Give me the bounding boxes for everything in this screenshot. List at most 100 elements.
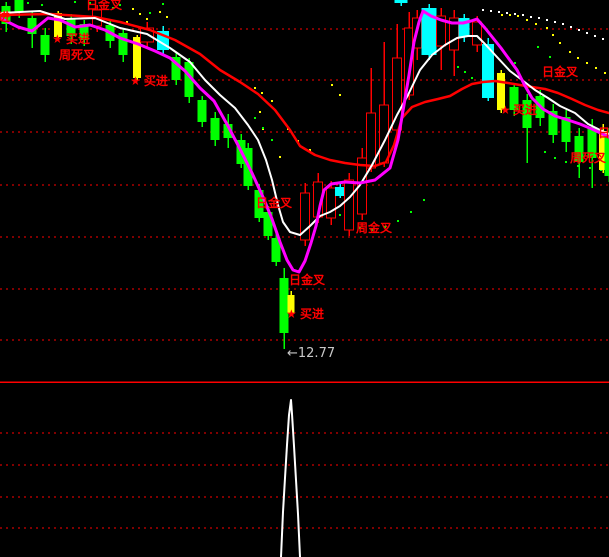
green-dotted-dot [41,4,43,6]
candle-body [574,136,584,162]
green-dotted-dot [149,12,151,14]
fast-white-ma-line [0,10,609,236]
yellow-dotted-dot [146,18,148,20]
candle-body [509,87,519,110]
yellow-dotted-dot [126,21,128,23]
candle-body [279,278,289,333]
green-dotted-dot [254,117,256,119]
signal-label: 买进 [0,9,10,24]
yellow-dotted-dot [509,14,511,16]
signal-label: 买进 [66,31,90,46]
yellow-dotted-dot [501,14,503,16]
candle-body [79,24,89,40]
candle-body-hollow-up [326,187,336,219]
green-dotted-dot [359,227,361,229]
candle-body-hollow-up [436,15,446,47]
magenta-ma-line [0,9,609,274]
candle-body [287,295,295,313]
yellow-dotted-dot [526,19,528,21]
white-dotted-dot [586,32,588,34]
white-dotted-dot [570,26,572,28]
yellow-dotted-dot [577,57,579,59]
green-dotted-dot [27,2,29,4]
candle-body [561,117,571,142]
white-dotted-dot [602,38,604,40]
green-dotted-dot [544,151,546,153]
yellow-dotted-dot [279,156,281,158]
signal-label: 日金叉 [256,195,293,210]
white-dotted-dot [578,29,580,31]
yellow-dotted-dot [339,94,341,96]
candle-body [587,127,597,158]
candle-body [54,13,62,37]
candle-body [394,0,408,3]
yellow-dotted-dot [517,15,519,17]
candle-body [171,57,181,80]
candle-body-hollow-up [472,21,482,46]
white-dotted-dot [562,23,564,25]
candle-body [482,44,494,98]
green-dotted-dot [457,66,459,68]
price-value-label: ←12.77 [287,346,335,361]
green-dotted-dot [371,229,373,231]
signal-label: 周死叉 [59,48,96,62]
yellow-dotted-dot [569,51,571,53]
green-dotted-dot [423,199,425,201]
candle-body [66,18,76,36]
yellow-dotted-dot [552,34,554,36]
candle-body [184,62,194,97]
candle-body [335,187,345,196]
green-dotted-dot [119,4,121,6]
green-dotted-dot [471,77,473,79]
white-dotted-dot [498,11,500,13]
yellow-dotted-dot [259,111,261,113]
green-dotted-dot [589,167,591,169]
buy-star-icon: ★ [500,103,511,117]
candle-body [210,118,220,140]
green-dotted-dot [112,7,114,9]
white-dotted-dot [506,12,508,14]
candle-body-hollow-up [344,179,354,231]
candle-body [27,18,37,34]
white-dotted-dot [522,14,524,16]
yellow-dotted-dot [271,100,273,102]
green-dotted-dot [464,71,466,73]
yellow-dotted-dot [159,11,161,13]
signal-label: 日金叉 [598,125,609,140]
yellow-dotted-dot [559,42,561,44]
signal-label: 买进 [144,73,168,88]
yellow-dotted-dot [595,67,597,69]
candle-body [254,190,264,218]
white-dotted-dot [490,10,492,12]
buy-star-icon: ★ [130,74,141,88]
candle-body [421,8,437,55]
candle-body [522,100,532,128]
yellow-dotted-dot [604,72,606,74]
yellow-dotted-dot [535,23,537,25]
white-dotted-dot [554,21,556,23]
candle-body-hollow-up [357,157,367,215]
signal-label: 日金叉 [289,272,326,287]
green-dotted-dot [514,62,516,64]
green-dotted-dot [554,157,556,159]
signal-label: 日金叉 [86,0,123,12]
candle-body [133,37,141,78]
candle-body-hollow-up [392,57,402,131]
signal-label: 周金叉 [356,220,393,235]
signal-label: 周死叉 [570,151,607,165]
candle-body [14,0,24,12]
green-dotted-dot [162,3,164,5]
signal-label: 日金叉 [542,64,579,79]
candle-body [458,18,470,37]
green-dotted-dot [397,220,399,222]
green-dotted-dot [384,226,386,228]
white-dotted-dot [530,16,532,18]
green-dotted-dot [339,214,341,216]
white-dotted-dot [546,19,548,21]
green-dotted-dot [577,165,579,167]
green-dotted-dot [89,2,91,4]
candle-body [271,238,281,262]
yellow-dotted-dot [139,13,141,15]
